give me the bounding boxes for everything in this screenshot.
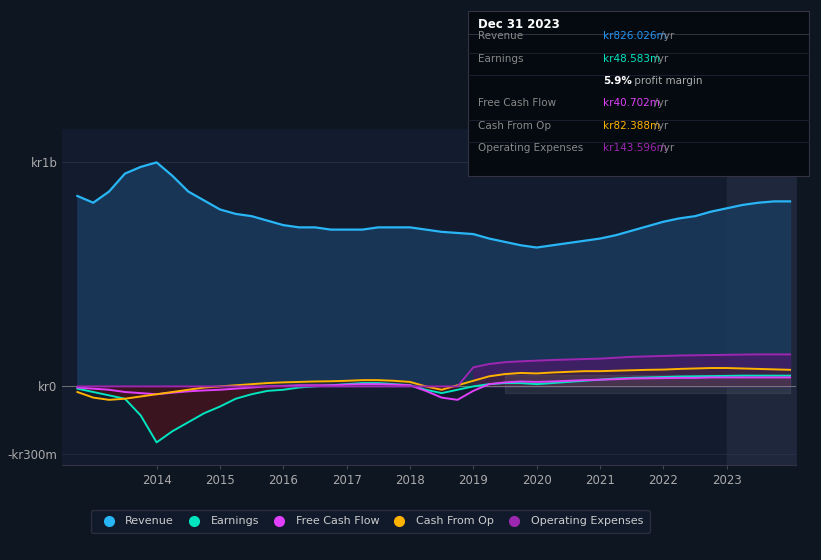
Text: /yr: /yr: [652, 121, 669, 131]
Text: Operating Expenses: Operating Expenses: [478, 143, 583, 153]
Text: /yr: /yr: [657, 31, 674, 41]
Text: /yr: /yr: [657, 143, 674, 153]
Text: kr143.596m: kr143.596m: [603, 143, 667, 153]
Text: kr826.026m: kr826.026m: [603, 31, 667, 41]
Legend: Revenue, Earnings, Free Cash Flow, Cash From Op, Operating Expenses: Revenue, Earnings, Free Cash Flow, Cash …: [91, 510, 649, 533]
Text: Dec 31 2023: Dec 31 2023: [478, 18, 560, 31]
Text: /yr: /yr: [652, 54, 669, 64]
Text: kr48.583m: kr48.583m: [603, 54, 661, 64]
Text: Free Cash Flow: Free Cash Flow: [478, 99, 556, 109]
Text: kr82.388m: kr82.388m: [603, 121, 661, 131]
Text: 5.9%: 5.9%: [603, 76, 632, 86]
Text: profit margin: profit margin: [631, 76, 702, 86]
Text: /yr: /yr: [652, 99, 669, 109]
Text: Earnings: Earnings: [478, 54, 523, 64]
Text: Revenue: Revenue: [478, 31, 523, 41]
Text: Cash From Op: Cash From Op: [478, 121, 551, 131]
Text: kr40.702m: kr40.702m: [603, 99, 660, 109]
